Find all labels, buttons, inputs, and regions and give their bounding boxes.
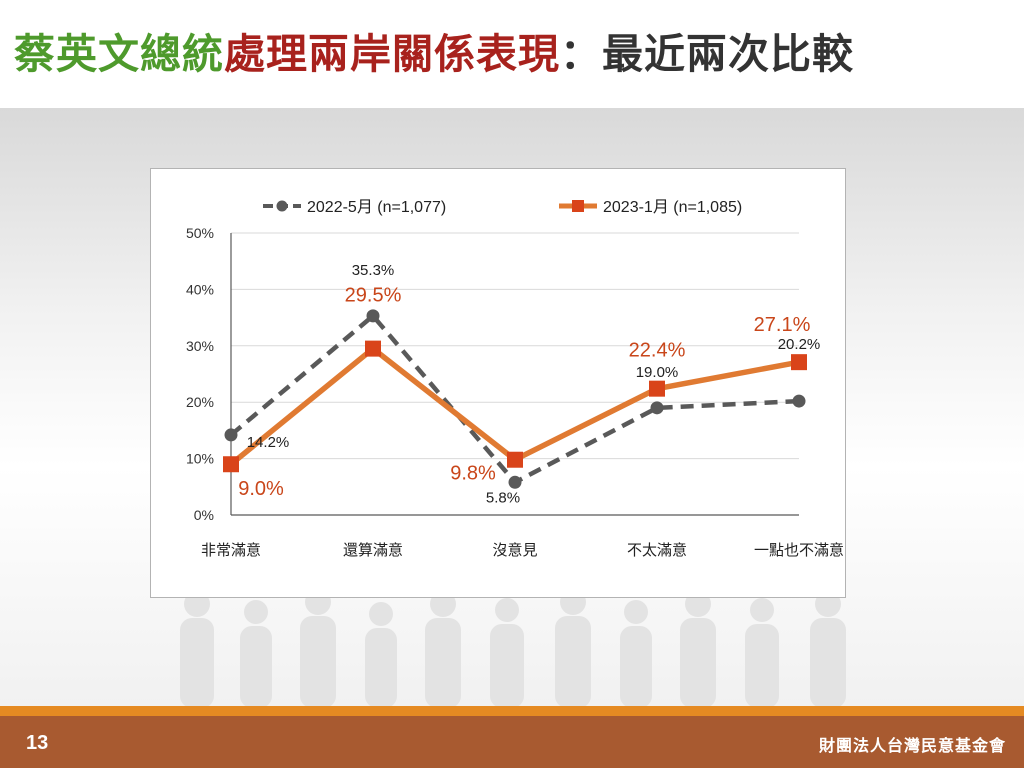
y-tick-label: 0%	[194, 507, 214, 523]
y-tick-label: 20%	[186, 394, 214, 410]
data-point-2023	[365, 340, 381, 357]
data-label-2022: 14.2%	[247, 434, 290, 451]
data-point-2022	[224, 428, 238, 442]
data-point-2023	[507, 451, 523, 468]
slide-title: 蔡英文總統處理兩岸關係表現：最近兩次比較	[14, 30, 854, 79]
x-category-label: 沒意見	[492, 541, 537, 559]
data-point-2022	[650, 401, 664, 415]
y-tick-label: 40%	[186, 281, 214, 297]
data-label-2022: 35.3%	[352, 262, 395, 279]
data-point-2022	[366, 309, 380, 323]
x-category-label: 還算滿意	[343, 541, 403, 559]
data-label-2023: 9.8%	[450, 463, 496, 485]
data-label-2022: 20.2%	[778, 336, 821, 353]
data-label-2023: 29.5%	[345, 285, 402, 307]
footer-accent-stripe	[0, 706, 1024, 716]
title-subject: 蔡英文總統	[14, 30, 224, 78]
line-chart: 0% 10% 20% 30% 40% 50% 非常滿意 還算滿意 沒意見 不太滿意 一點也不滿意 20…	[186, 199, 844, 559]
footer-bar: 13 財團法人台灣民意基金會	[0, 716, 1024, 768]
legend-marker-2022	[276, 200, 288, 212]
x-category-label: 非常滿意	[201, 541, 261, 559]
y-tick-label: 10%	[186, 451, 214, 467]
title-topic: 處理兩岸關係表現	[224, 30, 560, 78]
data-point-2022	[792, 394, 806, 408]
y-tick-label: 50%	[186, 225, 214, 241]
data-point-2023	[223, 456, 239, 473]
chart-panel: 0% 10% 20% 30% 40% 50% 非常滿意 還算滿意 沒意見 不太滿意 一點也不滿意 20…	[150, 168, 846, 598]
data-label-2023: 9.0%	[238, 478, 284, 500]
data-point-2023	[791, 354, 807, 371]
title-bar: 蔡英文總統處理兩岸關係表現：最近兩次比較	[0, 0, 1024, 108]
legend-label-2022: 2022-5月 (n=1,077)	[307, 199, 446, 216]
data-point-2023	[649, 380, 665, 397]
data-point-2022	[508, 475, 522, 489]
data-label-2023: 27.1%	[754, 314, 811, 336]
crowd-silhouette-decoration	[180, 589, 846, 706]
title-comparison: ：最近兩次比較	[560, 30, 854, 78]
x-category-label: 一點也不滿意	[754, 541, 844, 559]
organization-name: 財團法人台灣民意基金會	[818, 736, 1006, 755]
page-number: 13	[26, 732, 49, 754]
data-label-2022: 19.0%	[636, 364, 679, 381]
legend-label-2023: 2023-1月 (n=1,085)	[603, 199, 742, 216]
data-label-2023: 22.4%	[629, 340, 686, 362]
y-tick-label: 30%	[186, 338, 214, 354]
legend-marker-2023	[572, 200, 584, 212]
data-label-2022: 5.8%	[486, 489, 520, 506]
x-category-label: 不太滿意	[627, 541, 687, 559]
